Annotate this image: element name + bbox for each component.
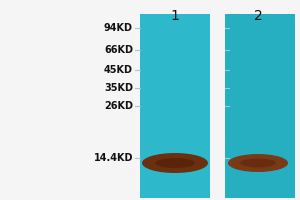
Ellipse shape <box>240 158 276 168</box>
Ellipse shape <box>228 154 288 172</box>
Bar <box>225 14 295 198</box>
Bar <box>140 14 210 198</box>
Text: 45KD: 45KD <box>104 65 133 75</box>
Ellipse shape <box>155 158 195 168</box>
Text: 26KD: 26KD <box>104 101 133 111</box>
Text: 66KD: 66KD <box>104 45 133 55</box>
Text: 2: 2 <box>254 9 262 23</box>
Text: 1: 1 <box>171 9 179 23</box>
Text: 35KD: 35KD <box>104 83 133 93</box>
Ellipse shape <box>142 153 208 173</box>
Text: 94KD: 94KD <box>104 23 133 33</box>
Text: 14.4KD: 14.4KD <box>94 153 133 163</box>
